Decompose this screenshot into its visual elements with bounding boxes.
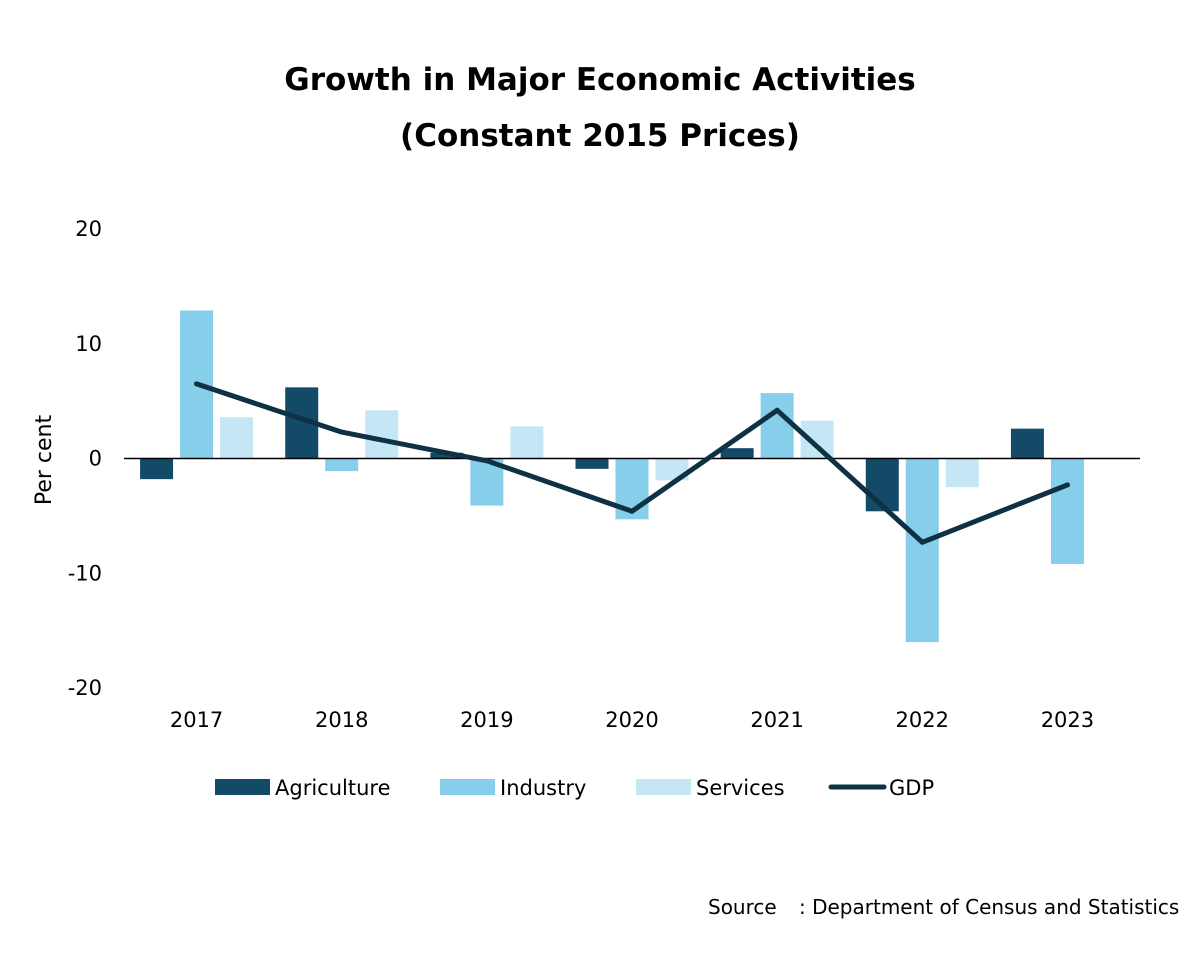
chart-title-line-1: Growth in Major Economic Activities xyxy=(284,62,916,98)
bar-agriculture-2017 xyxy=(140,458,174,480)
legend-label-industry: Industry xyxy=(500,776,586,800)
legend-swatch-services xyxy=(636,779,691,795)
bar-services-2021 xyxy=(800,420,834,459)
legend-swatch-agriculture xyxy=(215,779,270,795)
x-tick-label: 2017 xyxy=(170,708,223,732)
source-text: : Department of Census and Statistics xyxy=(799,895,1180,919)
bar-agriculture-2020 xyxy=(575,458,609,469)
y-axis-label: Per cent xyxy=(32,415,57,506)
point-gdp-2022 xyxy=(919,539,925,545)
x-tick-label: 2018 xyxy=(315,708,368,732)
bar-agriculture-2023 xyxy=(1010,428,1044,459)
bar-industry-2023 xyxy=(1050,458,1084,565)
y-tick-label: 10 xyxy=(75,332,102,356)
point-gdp-2018 xyxy=(339,429,345,435)
bar-services-2018 xyxy=(365,410,399,459)
y-tick-label: -10 xyxy=(68,561,102,585)
x-tick-label: 2021 xyxy=(750,708,803,732)
legend-item-services: Services xyxy=(636,776,785,800)
legend-item-gdp: GDP xyxy=(828,776,934,800)
x-tick-label: 2019 xyxy=(460,708,513,732)
legend-swatch-industry xyxy=(440,779,495,795)
bar-industry-2018 xyxy=(325,458,359,472)
bar-industry-2021 xyxy=(760,393,794,459)
point-gdp-2017 xyxy=(194,381,200,387)
x-tick-label: 2022 xyxy=(896,708,949,732)
point-gdp-2021 xyxy=(774,407,780,413)
legend-label-gdp: GDP xyxy=(889,776,934,800)
point-gdp-2020 xyxy=(629,508,635,514)
bar-services-2019 xyxy=(510,426,544,459)
bar-industry-2022 xyxy=(905,458,939,643)
legend-item-agriculture: Agriculture xyxy=(215,776,391,800)
chart-title-line-2: (Constant 2015 Prices) xyxy=(400,118,800,154)
bar-agriculture-2021 xyxy=(720,448,754,459)
y-tick-label: 20 xyxy=(75,217,102,241)
legend-label-services: Services xyxy=(696,776,785,800)
y-tick-label: -20 xyxy=(68,676,102,700)
x-tick-label: 2023 xyxy=(1041,708,1094,732)
point-gdp-2023 xyxy=(1064,482,1070,488)
bar-agriculture-2022 xyxy=(865,458,899,512)
x-tick-label: 2020 xyxy=(605,708,658,732)
point-gdp-2019 xyxy=(484,458,490,464)
legend-label-agriculture: Agriculture xyxy=(275,776,391,800)
legend-item-industry: Industry xyxy=(440,776,586,800)
y-tick-label: 0 xyxy=(89,447,102,471)
source-label: Source xyxy=(708,895,777,919)
bar-services-2017 xyxy=(220,417,254,459)
bar-agriculture-2019 xyxy=(430,452,464,459)
bar-services-2022 xyxy=(945,458,979,488)
